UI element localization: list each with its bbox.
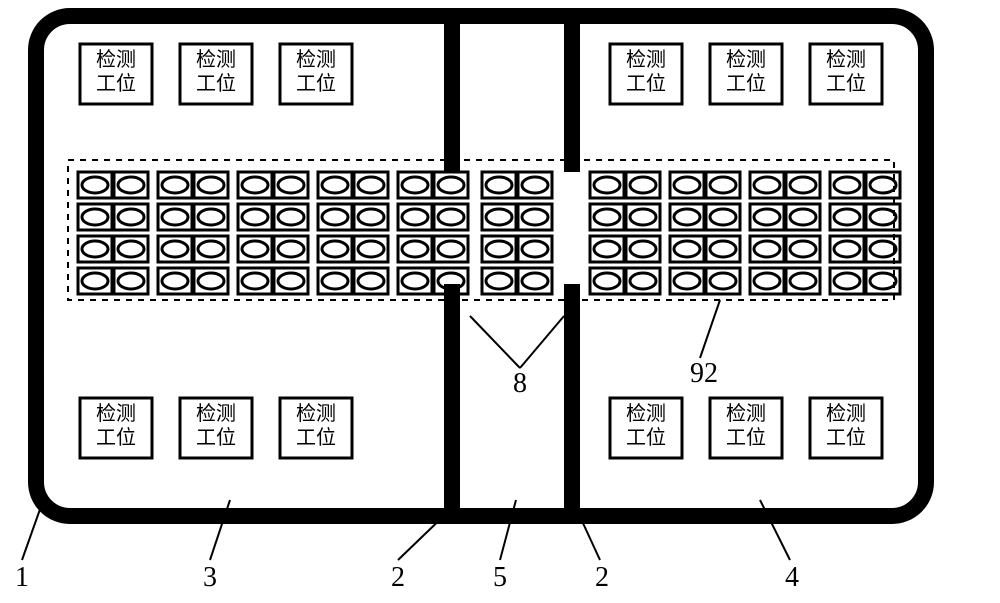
svg-text:1: 1 — [15, 562, 29, 593]
svg-text:检测工位: 检测工位 — [726, 402, 766, 449]
svg-text:检测工位: 检测工位 — [196, 48, 236, 95]
svg-text:检测工位: 检测工位 — [826, 402, 866, 449]
svg-text:92: 92 — [690, 358, 718, 389]
svg-text:3: 3 — [203, 562, 217, 593]
svg-text:检测工位: 检测工位 — [726, 48, 766, 95]
svg-text:检测工位: 检测工位 — [96, 48, 136, 95]
svg-text:检测工位: 检测工位 — [296, 48, 336, 95]
svg-text:检测工位: 检测工位 — [196, 402, 236, 449]
svg-text:2: 2 — [595, 562, 609, 593]
svg-text:检测工位: 检测工位 — [826, 48, 866, 95]
svg-text:检测工位: 检测工位 — [96, 402, 136, 449]
schematic-svg: 检测工位检测工位检测工位检测工位检测工位检测工位检测工位检测工位检测工位检测工位… — [0, 0, 1000, 603]
svg-text:检测工位: 检测工位 — [626, 48, 666, 95]
svg-text:8: 8 — [513, 368, 527, 399]
diagram-canvas: 检测工位检测工位检测工位检测工位检测工位检测工位检测工位检测工位检测工位检测工位… — [0, 0, 1000, 603]
svg-text:4: 4 — [785, 562, 799, 593]
svg-text:2: 2 — [391, 562, 405, 593]
svg-text:检测工位: 检测工位 — [626, 402, 666, 449]
svg-text:检测工位: 检测工位 — [296, 402, 336, 449]
svg-text:5: 5 — [493, 562, 507, 593]
